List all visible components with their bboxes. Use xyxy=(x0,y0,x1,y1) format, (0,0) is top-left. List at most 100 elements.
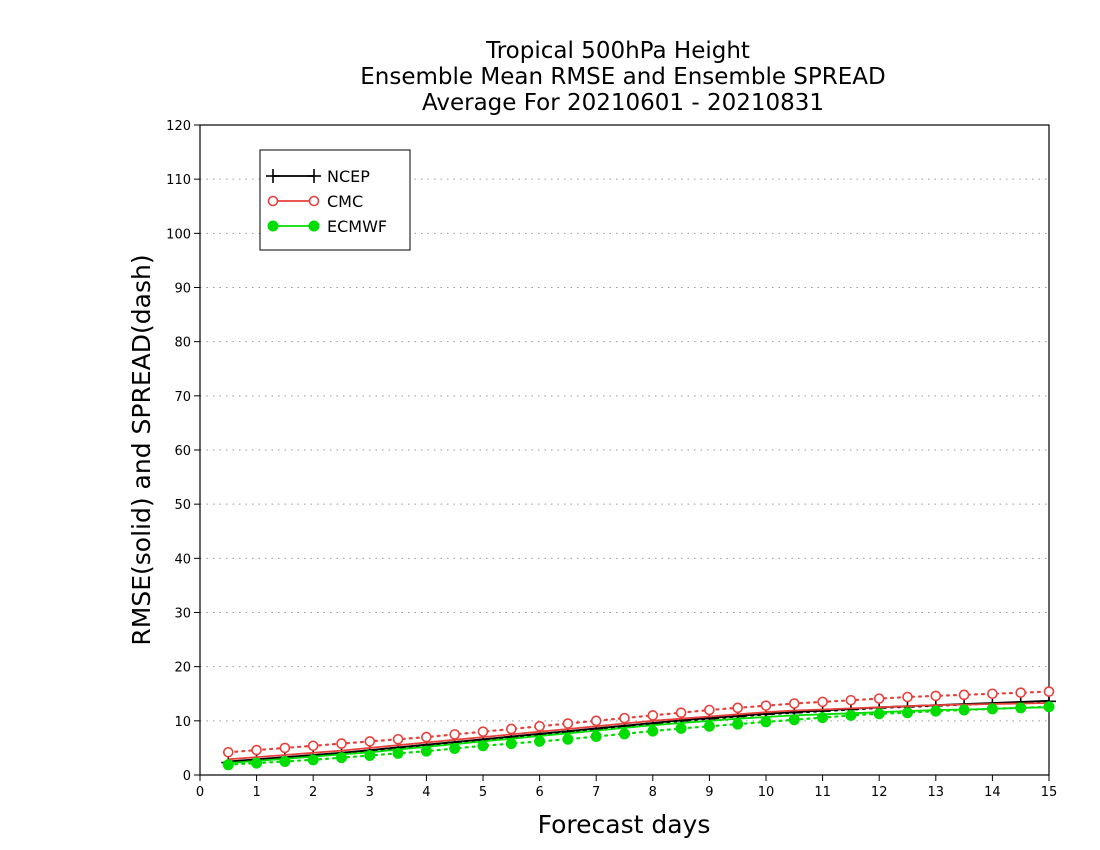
x-tick-label: 1 xyxy=(252,785,260,800)
y-tick-label: 40 xyxy=(174,552,191,567)
spread-point-ecmwf xyxy=(336,752,347,764)
y-tick-label: 110 xyxy=(166,173,191,188)
legend: NCEP CMC ECMWF xyxy=(259,149,411,251)
x-tick-label: 12 xyxy=(871,785,888,800)
spread-point-cmc xyxy=(732,702,744,714)
spread-point-ecmwf xyxy=(1015,702,1027,714)
spread-point-ecmwf xyxy=(675,722,687,734)
spread-point-cmc xyxy=(675,707,687,719)
spread-point-cmc xyxy=(392,733,404,745)
spread-point-ecmwf xyxy=(392,747,404,759)
x-tick-label: 4 xyxy=(422,785,430,800)
spread-point-cmc xyxy=(223,746,234,758)
y-tick-label: 10 xyxy=(174,715,191,730)
spread-point-cmc xyxy=(477,726,489,737)
spread-line-ecmwf xyxy=(227,705,1051,766)
y-tick-label: 50 xyxy=(174,498,191,513)
spread-point-ecmwf xyxy=(449,742,461,754)
x-tick-label: 5 xyxy=(479,785,487,800)
spread-point-ecmwf xyxy=(647,725,659,737)
legend-marker xyxy=(308,220,320,232)
spread-point-ecmwf xyxy=(930,705,942,717)
spread-point-cmc xyxy=(845,694,857,706)
x-axis-label: Forecast days xyxy=(538,810,711,839)
spread-point-cmc xyxy=(760,700,772,711)
x-tick-label: 0 xyxy=(196,785,204,800)
x-tick-label: 7 xyxy=(592,785,600,800)
title-line-2: Ensemble Mean RMSE and Ensemble SPREAD xyxy=(360,64,885,90)
spread-point-ecmwf xyxy=(505,738,517,750)
y-tick-label: 0 xyxy=(183,769,191,784)
legend-label: ECMWF xyxy=(327,217,387,236)
y-tick-label: 80 xyxy=(174,336,191,351)
x-tick-label: 14 xyxy=(984,785,1001,800)
spread-point-cmc xyxy=(364,736,376,747)
legend-label: CMC xyxy=(327,192,363,211)
spread-point-cmc xyxy=(1015,687,1027,698)
spread-point-cmc xyxy=(958,689,970,701)
spread-point-cmc xyxy=(279,742,291,754)
title-line-3: Average For 20210601 - 20210831 xyxy=(422,90,824,116)
x-tick-label: 13 xyxy=(928,785,945,800)
spread-point-cmc xyxy=(930,690,942,702)
spread-point-cmc xyxy=(505,723,517,735)
chart-title: Tropical 500hPa Height Ensemble Mean RMS… xyxy=(360,38,885,116)
y-tick-label: 60 xyxy=(174,444,191,459)
x-tick-label: 15 xyxy=(1041,785,1058,800)
spread-point-ecmwf xyxy=(902,707,913,719)
spread-point-cmc xyxy=(817,696,828,708)
spread-point-ecmwf xyxy=(307,754,319,766)
legend-marker xyxy=(267,195,279,207)
spread-point-cmc xyxy=(336,738,347,749)
spread-point-ecmwf xyxy=(477,740,489,752)
legend-item-ecmwf: ECMWF xyxy=(267,217,387,236)
spread-point-cmc xyxy=(534,720,545,732)
spread-point-ecmwf xyxy=(562,733,574,745)
x-tick-label: 2 xyxy=(309,785,317,800)
y-tick-label: 100 xyxy=(166,227,191,242)
y-axis-label: RMSE(solid) and SPREAD(dash) xyxy=(127,254,156,645)
legend-marker xyxy=(308,195,320,207)
legend-marker xyxy=(266,169,280,183)
spread-point-ecmwf xyxy=(958,704,970,716)
legend-item-cmc: CMC xyxy=(267,192,363,211)
y-tick-label: 30 xyxy=(174,607,191,622)
series-cmc xyxy=(223,686,1055,761)
spread-point-ecmwf xyxy=(364,750,376,761)
spread-point-cmc xyxy=(704,704,715,716)
rmse-line-cmc xyxy=(228,702,1050,761)
y-tick-label: 120 xyxy=(166,119,191,134)
spread-point-cmc xyxy=(562,718,574,729)
spread-point-cmc xyxy=(307,740,319,752)
x-tick-label: 10 xyxy=(758,785,775,800)
spread-point-cmc xyxy=(902,691,913,703)
spread-point-cmc xyxy=(590,715,602,727)
legend-item-ncep: NCEP xyxy=(266,167,370,186)
rmse-line-ecmwf xyxy=(228,706,1050,764)
x-axis: 0 1 2 3 4 5 6 7 8 9 10 11 12 13 14 15 xyxy=(196,775,1057,800)
spread-point-ecmwf xyxy=(986,703,998,715)
spread-point-ecmwf xyxy=(817,712,829,724)
spread-point-ecmwf xyxy=(845,709,857,721)
legend-box xyxy=(259,149,411,251)
y-tick-label: 70 xyxy=(174,390,191,405)
spread-point-ecmwf xyxy=(251,757,263,769)
x-tick-label: 11 xyxy=(814,785,831,800)
y-tick-label: 90 xyxy=(174,282,191,297)
x-tick-label: 8 xyxy=(649,785,657,800)
spread-point-cmc xyxy=(421,731,432,743)
spread-point-ecmwf xyxy=(420,745,432,757)
spread-point-ecmwf xyxy=(222,759,234,771)
legend-marker xyxy=(267,220,279,232)
spread-point-cmc xyxy=(1043,686,1055,697)
series-layer xyxy=(221,686,1056,771)
series-ecmwf xyxy=(222,701,1055,771)
spread-point-ecmwf xyxy=(279,755,291,767)
spread-point-cmc xyxy=(619,712,630,724)
spread-point-cmc xyxy=(647,710,659,721)
spread-point-ecmwf xyxy=(590,731,602,743)
gridlines xyxy=(200,178,1049,722)
y-tick-label: 20 xyxy=(174,661,191,676)
x-tick-label: 6 xyxy=(535,785,543,800)
